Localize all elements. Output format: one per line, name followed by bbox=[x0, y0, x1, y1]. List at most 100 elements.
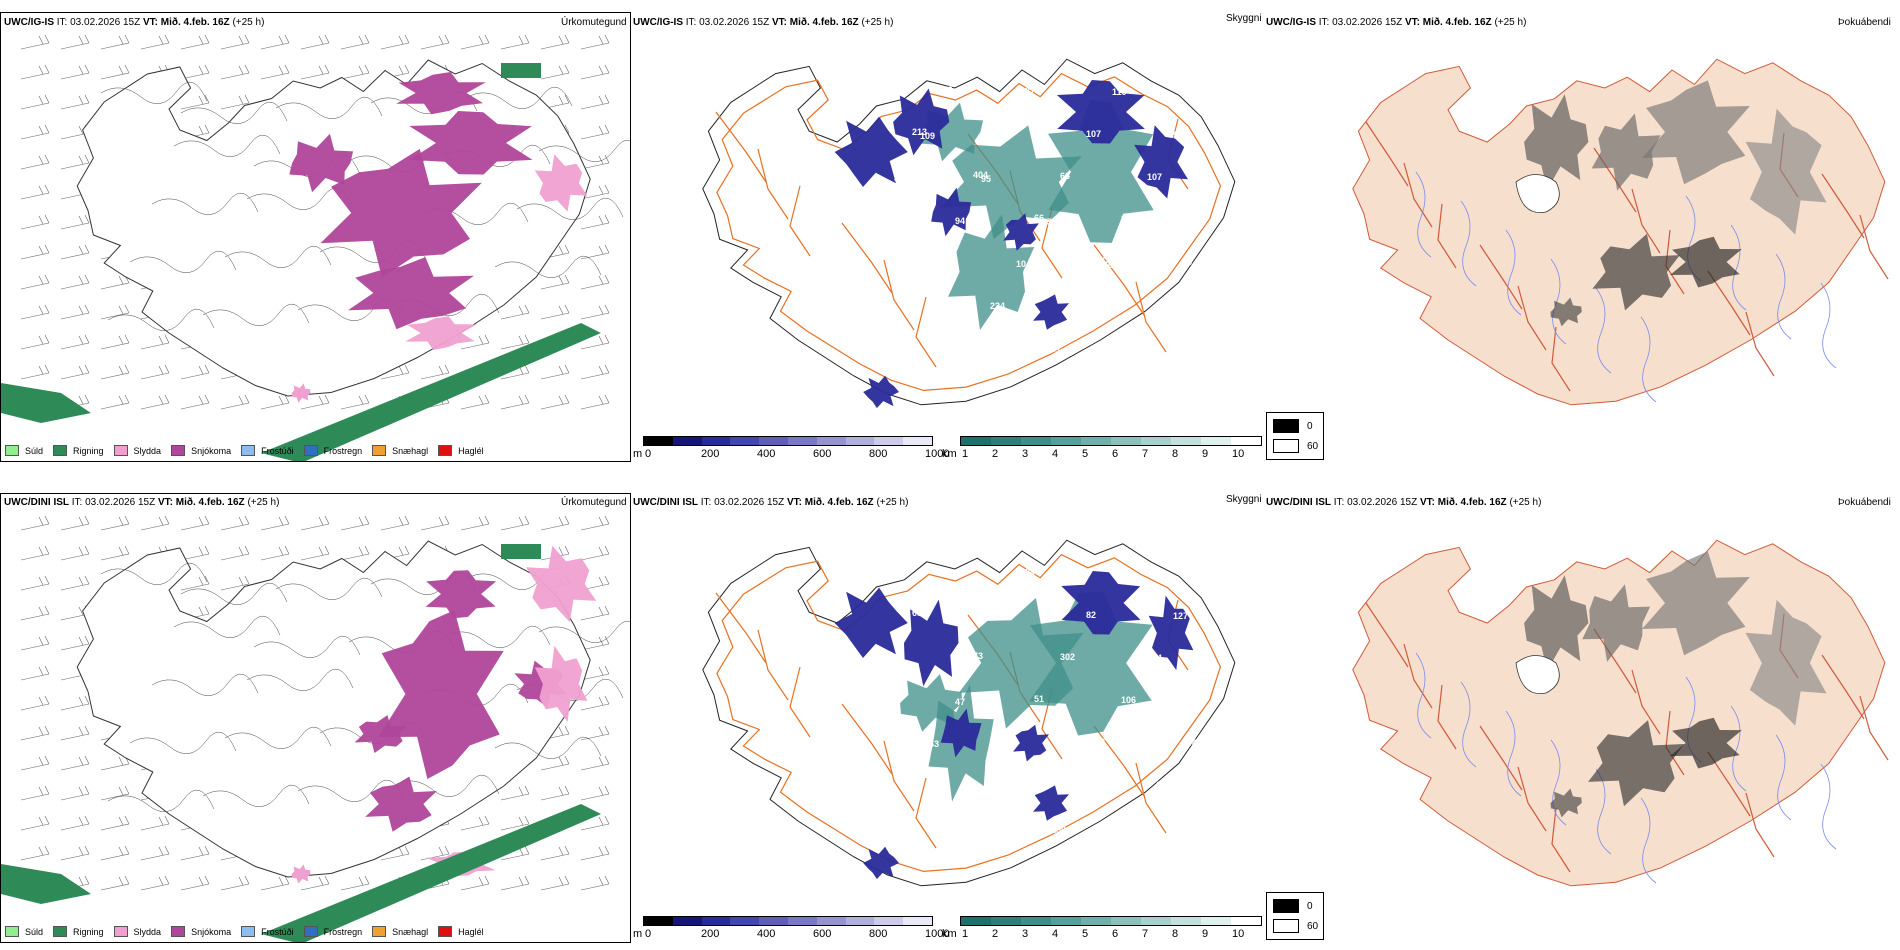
fog-legend-swatch bbox=[1273, 919, 1299, 933]
ceiling-colorbar-row2: m 0 200 400 600 800 1000 bbox=[633, 916, 949, 942]
colorbar-tick: 400 bbox=[757, 928, 776, 940]
river bbox=[1550, 739, 1567, 826]
fog-map-panel-row1 bbox=[1266, 12, 1900, 452]
legend-label: Frostúði bbox=[261, 926, 294, 937]
road bbox=[1517, 766, 1547, 832]
legend-entry: Frostúði bbox=[241, 445, 294, 456]
road bbox=[1859, 214, 1889, 280]
wind-barb bbox=[580, 184, 610, 200]
wind-barb bbox=[100, 364, 130, 380]
visibility-map-row2: 429 68 73 51 78 67 80 79 123 302 106 304 44 95 94 82 104… bbox=[702, 539, 1236, 887]
fog-index-area bbox=[1591, 113, 1661, 191]
legend-swatch bbox=[438, 926, 453, 937]
wind-barb bbox=[580, 334, 610, 350]
ceiling-colorbar-row1: m 0 200 400 600 800 1000 bbox=[633, 436, 949, 462]
wind-barb bbox=[540, 274, 570, 290]
wind-barb bbox=[500, 394, 530, 410]
panel-title-left-row1: UWC/IG-IS IT: 03.02.2026 15Z VT: Mið. 4.… bbox=[4, 17, 264, 28]
low-ceiling-area bbox=[1056, 80, 1145, 144]
wind-barb bbox=[20, 755, 50, 771]
ceiling-value-label: 85 bbox=[1121, 214, 1131, 224]
road bbox=[1135, 762, 1167, 834]
ceiling-value-label: 10 bbox=[1016, 259, 1026, 269]
colorbar-cell bbox=[961, 437, 991, 445]
legend-swatch bbox=[53, 445, 68, 456]
wind-barb bbox=[580, 665, 610, 681]
colorbar-tick: 0 bbox=[645, 928, 652, 940]
wind-barb bbox=[580, 695, 610, 711]
snow-area bbox=[348, 257, 474, 330]
wind-barb bbox=[580, 875, 610, 891]
legend-swatch bbox=[241, 445, 256, 456]
ceiling-value-label: 51 bbox=[1034, 694, 1044, 704]
legend-entry: Snæhagl bbox=[372, 445, 428, 456]
colorbar-cell bbox=[787, 917, 817, 925]
legend-entry: Haglél bbox=[438, 445, 484, 456]
wind-barb bbox=[500, 785, 530, 801]
wind-barb bbox=[300, 545, 330, 561]
colorbar-tick: 1000 bbox=[925, 448, 950, 460]
wind-barb bbox=[540, 845, 570, 861]
valid-time-label: VT: bbox=[1419, 497, 1435, 508]
precip-type-map-row1 bbox=[1, 34, 630, 461]
road bbox=[757, 148, 789, 220]
wind-barb bbox=[340, 545, 370, 561]
wind-barb bbox=[500, 875, 530, 891]
legend-entry: Súld bbox=[5, 926, 43, 937]
colorbar-unit: m bbox=[633, 928, 643, 940]
ceiling-value-label: 102 bbox=[859, 88, 874, 98]
legend-label: Snjókoma bbox=[191, 445, 232, 456]
wind-barb bbox=[20, 695, 50, 711]
fog-legend-label: 0 bbox=[1307, 420, 1313, 432]
rain-area bbox=[261, 323, 601, 461]
wind-barb bbox=[340, 64, 370, 80]
road bbox=[1365, 602, 1409, 668]
wind-barb bbox=[260, 875, 290, 891]
panel-title-right-row2: UWC/DINI ISL IT: 03.02.2026 15Z VT: Mið.… bbox=[1266, 497, 1541, 508]
wind-barb bbox=[60, 815, 90, 831]
ceiling-value-label: 11 bbox=[894, 654, 904, 664]
contour-line bbox=[202, 303, 310, 326]
precip-type-map-panel-row1: Súld Rigning Slydda Snjókoma Frostúði Frostre… bbox=[0, 12, 631, 462]
wind-barb bbox=[100, 394, 130, 410]
wind-barb bbox=[20, 665, 50, 681]
low-visibility-area bbox=[1048, 100, 1154, 243]
ceiling-value-label: 67 bbox=[1095, 256, 1105, 266]
low-visibility-area bbox=[1029, 591, 1153, 736]
road bbox=[789, 666, 811, 738]
wind-barb bbox=[540, 394, 570, 410]
wind-barb bbox=[420, 845, 450, 861]
wind-barb bbox=[580, 755, 610, 771]
ceiling-value-label: 106 bbox=[1121, 695, 1136, 705]
road bbox=[1859, 695, 1889, 761]
ceiling-value-label: 90 bbox=[868, 696, 878, 706]
legend-swatch bbox=[5, 926, 19, 937]
wind-barb bbox=[140, 394, 170, 410]
fog-index-area bbox=[1745, 599, 1827, 726]
model-name: UWC/IG-IS bbox=[4, 17, 54, 28]
contour-line bbox=[246, 668, 354, 691]
legend-label: Frostregn bbox=[323, 445, 363, 456]
panel-title-left-row2: UWC/DINI ISL IT: 03.02.2026 15Z VT: Mið.… bbox=[4, 497, 279, 508]
legend-entry: Snæhagl bbox=[372, 926, 428, 937]
fog-index-area bbox=[1592, 233, 1680, 311]
ceiling-value-label: 259 bbox=[1051, 825, 1066, 835]
ceiling-value-label: 107 bbox=[1147, 172, 1162, 182]
wind-barb bbox=[20, 244, 50, 260]
snow-area bbox=[320, 148, 482, 278]
colorbar-tick: 400 bbox=[757, 448, 776, 460]
road-network bbox=[715, 72, 1222, 392]
wind-barb bbox=[100, 785, 130, 801]
road bbox=[1745, 311, 1775, 377]
colorbar-cell bbox=[1021, 437, 1051, 445]
wind-barb bbox=[20, 605, 50, 621]
wind-barb bbox=[20, 64, 50, 80]
wind-barb bbox=[460, 815, 490, 831]
ceiling-value-label: 110 bbox=[1112, 87, 1127, 97]
ceiling-value-label: 42 bbox=[885, 346, 895, 356]
low-ceiling-area bbox=[1033, 294, 1069, 330]
contour-line bbox=[465, 86, 573, 109]
colorbar-cell bbox=[874, 437, 904, 445]
wind-barb bbox=[60, 94, 90, 110]
wind-barb bbox=[500, 815, 530, 831]
